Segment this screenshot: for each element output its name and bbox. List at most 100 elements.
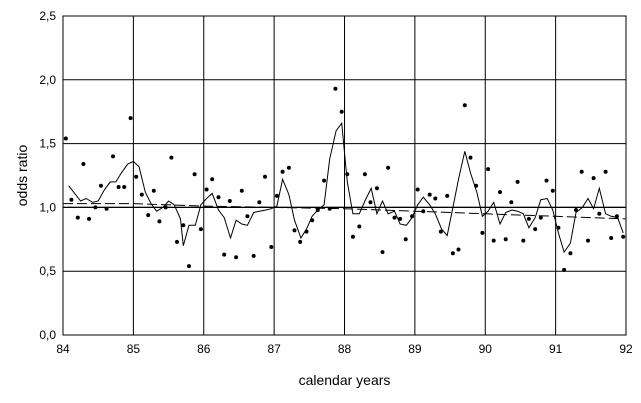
y-tick-labels: 0,0 0,5 1,0 1,5 2,0 2,5 [39, 9, 56, 342]
data-point [210, 177, 215, 182]
data-point [544, 178, 549, 183]
plot-area-frame [62, 15, 627, 336]
data-point [503, 237, 508, 242]
x-tick-label: 89 [408, 342, 422, 356]
data-point [350, 234, 355, 239]
data-point [99, 183, 103, 188]
data-point [462, 103, 467, 108]
data-point [614, 214, 619, 219]
data-point [327, 206, 332, 211]
data-point [75, 215, 80, 220]
data-point [234, 255, 239, 260]
data-point [310, 218, 315, 223]
x-tick-label: 84 [56, 342, 70, 356]
data-point [410, 214, 415, 219]
data-point [526, 216, 531, 221]
data-point [368, 200, 373, 205]
data-point [591, 176, 596, 181]
x-tick-label: 90 [479, 342, 493, 356]
data-point [111, 154, 115, 159]
data-point [380, 250, 385, 255]
data-point [415, 187, 420, 192]
data-point [292, 228, 297, 233]
data-point [568, 251, 573, 256]
data-point [450, 251, 455, 256]
data-point [187, 264, 191, 269]
data-point [274, 193, 279, 198]
data-point [116, 185, 121, 189]
data-point [128, 116, 133, 121]
data-point [533, 227, 538, 232]
data-point [239, 188, 244, 193]
data-point [586, 238, 590, 243]
smoothed-line-layer [68, 121, 624, 254]
data-point [491, 238, 496, 243]
y-tick-label: 0,5 [39, 264, 56, 278]
data-point [550, 188, 555, 193]
data-point [245, 214, 250, 219]
data-point [139, 192, 144, 197]
data-point [486, 167, 491, 172]
y-tick-label: 1,0 [39, 200, 56, 214]
data-point [339, 109, 344, 114]
data-point [198, 227, 203, 232]
y-tick-label: 1,5 [39, 137, 56, 151]
data-point [480, 230, 485, 235]
data-point [398, 216, 403, 221]
data-point [509, 200, 514, 205]
x-tick-label: 91 [549, 342, 563, 356]
data-point [574, 208, 578, 212]
data-point [521, 238, 526, 243]
data-point [421, 209, 426, 214]
data-point [157, 219, 162, 224]
data-point [609, 236, 614, 240]
x-tick-label: 87 [267, 342, 281, 356]
data-point [621, 234, 626, 239]
data-point [134, 174, 139, 179]
data-point [345, 172, 350, 177]
data-point [315, 208, 320, 212]
data-point [474, 183, 479, 188]
data-point [222, 252, 227, 257]
data-point [216, 195, 221, 200]
data-point [69, 197, 74, 202]
trend-line-layer [63, 203, 627, 220]
data-point [562, 267, 567, 272]
data-point [169, 155, 174, 160]
data-point [87, 216, 91, 221]
data-points [63, 86, 626, 272]
data-point [104, 206, 109, 211]
data-point [498, 190, 502, 195]
data-point [304, 229, 309, 234]
data-point [392, 215, 397, 220]
data-point [603, 169, 608, 174]
data-point [204, 187, 209, 192]
trend-line [63, 203, 627, 220]
y-tick-label: 2,5 [39, 9, 56, 23]
data-point [298, 239, 303, 244]
x-tick-label: 85 [127, 342, 141, 356]
data-point [386, 165, 391, 170]
data-point [93, 205, 98, 210]
x-tick-label: 86 [197, 342, 211, 356]
data-point [146, 213, 151, 218]
data-point [163, 205, 168, 210]
data-point [269, 245, 274, 249]
data-point [433, 196, 438, 201]
data-point [445, 193, 450, 198]
data-point [286, 165, 291, 170]
data-point [468, 155, 473, 160]
y-tick-label: 2,0 [39, 73, 56, 87]
grid-lines [62, 15, 627, 336]
data-point [280, 169, 285, 174]
data-point [362, 172, 367, 177]
data-point [227, 199, 232, 203]
data-point [427, 192, 432, 197]
data-point [456, 247, 461, 252]
smoothed-line [68, 121, 624, 254]
data-point [438, 229, 443, 234]
y-axis-title: odds ratio [14, 145, 30, 207]
data-point [175, 239, 179, 244]
data-point [556, 225, 561, 230]
